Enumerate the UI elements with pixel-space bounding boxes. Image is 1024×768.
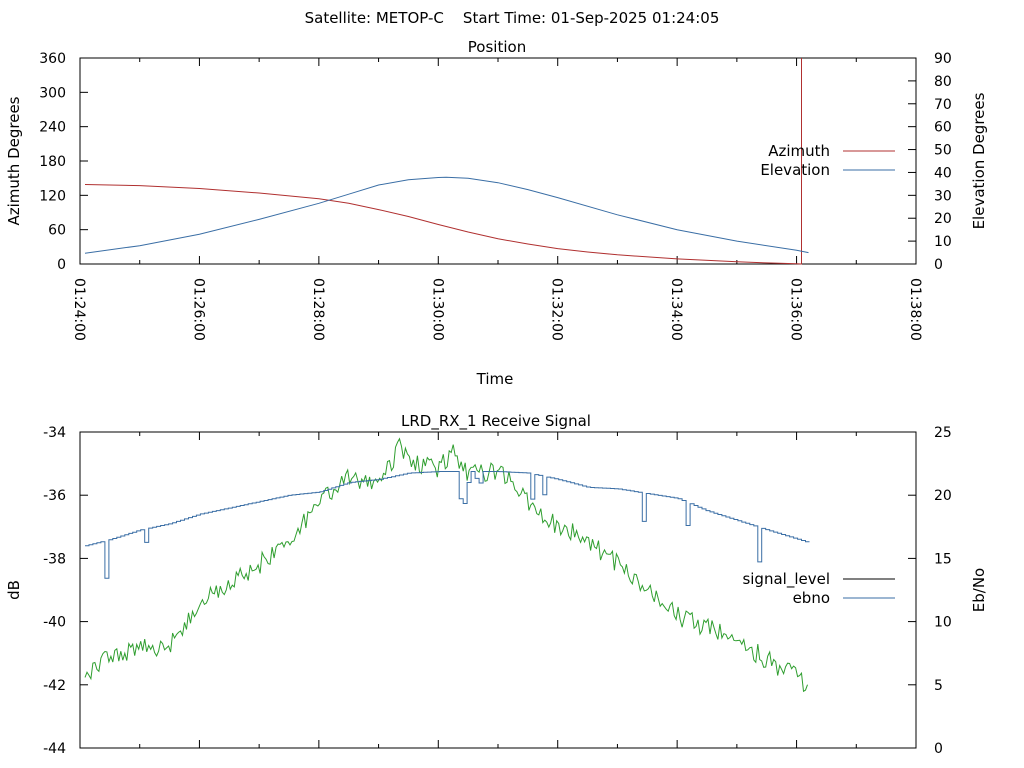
signal-legend: signal_level ebno <box>742 570 895 607</box>
y-tick-label: -40 <box>43 615 66 631</box>
y2-tick-label: 60 <box>934 120 952 136</box>
y2-tick-label: 90 <box>934 51 952 67</box>
y-tick-label: 60 <box>48 223 66 239</box>
x-tick-label: 01:28:00 <box>310 278 326 341</box>
legend-elevation-label: Elevation <box>760 161 830 179</box>
header-title: Satellite: METOP-C Start Time: 01-Sep-20… <box>305 9 720 27</box>
y-tick-label: -44 <box>43 741 66 757</box>
y2-tick-label: 80 <box>934 74 952 90</box>
x-tick-label: 01:32:00 <box>549 278 565 341</box>
y2-tick-label: 0 <box>934 257 943 273</box>
position-legend: Azimuth Elevation <box>760 142 895 179</box>
position-series <box>84 58 809 265</box>
y-tick-label: -34 <box>43 425 66 441</box>
signal-chart-title: LRD_RX_1 Receive Signal <box>401 412 591 431</box>
y-tick-label: 240 <box>39 120 66 136</box>
legend-signal-level-label: signal_level <box>742 570 830 589</box>
series-Azimuth-line <box>84 58 802 265</box>
y-tick-label: 360 <box>39 51 66 67</box>
y-tick-label: 300 <box>39 85 66 101</box>
position-ylabel: Azimuth Degrees <box>5 96 23 225</box>
position-chart: Position 01:24:00 01:26:00 01:28:00 01:30:0… <box>5 38 988 388</box>
x-tick-label: 01:30:00 <box>429 278 445 341</box>
x-tick-label: 01:24:00 <box>71 278 87 341</box>
y-tick-label: -36 <box>43 488 66 504</box>
series-ebno-line <box>85 471 810 579</box>
signal-chart: LRD_RX_1 Receive Signal -44-42-40-38-36-… <box>5 412 988 757</box>
signal-ticks <box>79 431 917 749</box>
y-tick-label: 180 <box>39 154 66 170</box>
position-chart-title: Position <box>468 38 526 56</box>
signal-y2label: Eb/No <box>970 568 988 612</box>
y2-tick-label: 70 <box>934 97 952 113</box>
y2-tick-label: 20 <box>934 488 952 504</box>
signal-ylabel: dB <box>5 580 23 600</box>
y2-tick-label: 15 <box>934 551 952 567</box>
series-Elevation-line <box>84 176 809 254</box>
y-tick-label: 120 <box>39 188 66 204</box>
x-tick-label: 01:38:00 <box>907 278 923 341</box>
y-tick-label: -38 <box>43 551 66 567</box>
series-ebno-line <box>84 437 808 693</box>
signal-series <box>84 437 810 693</box>
position-y2label: Elevation Degrees <box>970 92 988 229</box>
legend-ebno-label: ebno <box>793 589 830 607</box>
y2-tick-label: 20 <box>934 211 952 227</box>
x-tick-label: 01:36:00 <box>788 278 804 341</box>
y2-tick-label: 10 <box>934 615 952 631</box>
signal-tick-labels: -44 -42 -40 -38 -36 -34 0 5 10 15 20 25 <box>43 425 952 757</box>
y2-tick-label: 40 <box>934 165 952 181</box>
x-tick-label: 01:26:00 <box>190 278 206 341</box>
position-tick-labels: 01:24:00 01:26:00 01:28:00 01:30:00 01:32:00… <box>39 51 952 341</box>
y2-tick-label: 50 <box>934 143 952 159</box>
position-xlabel: Time <box>476 370 514 388</box>
position-ticks <box>79 57 917 265</box>
y2-tick-label: 25 <box>934 425 952 441</box>
y2-tick-label: 30 <box>934 188 952 204</box>
legend-azimuth-label: Azimuth <box>768 142 830 160</box>
y2-tick-label: 10 <box>934 234 952 250</box>
signal-plot-frame <box>79 431 917 749</box>
y2-tick-label: 0 <box>934 741 943 757</box>
y-tick-label: -42 <box>43 678 66 694</box>
x-tick-label: 01:34:00 <box>668 278 684 341</box>
y2-tick-label: 5 <box>934 678 943 694</box>
y-tick-label: 0 <box>57 257 66 273</box>
